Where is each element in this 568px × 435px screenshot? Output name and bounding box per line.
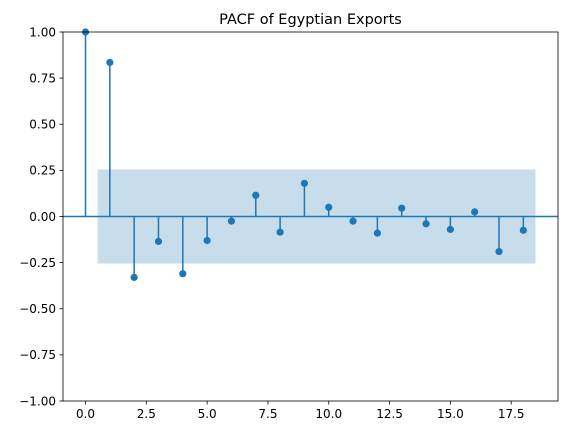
marker-lag-18	[520, 227, 527, 234]
x-tick-label: 2.5	[137, 407, 156, 421]
marker-lag-7	[252, 192, 259, 199]
x-tick-label: 5.0	[198, 407, 217, 421]
chart-title: PACF of Egyptian Exports	[219, 12, 402, 28]
marker-lag-12	[374, 230, 381, 237]
marker-lag-8	[276, 229, 283, 236]
marker-lag-2	[131, 274, 138, 281]
marker-lag-16	[471, 208, 478, 215]
marker-lag-9	[301, 180, 308, 187]
marker-lag-15	[447, 226, 454, 233]
marker-lag-10	[325, 204, 332, 211]
x-tick-label: 10.0	[315, 407, 342, 421]
marker-lag-6	[228, 218, 235, 225]
marker-lag-11	[349, 218, 356, 225]
marker-lag-4	[179, 270, 186, 277]
y-tick-label: 1.00	[29, 25, 56, 39]
x-tick-label: 15.0	[437, 407, 464, 421]
y-tick-label: 0.25	[29, 164, 56, 178]
y-tick-label: 0.75	[29, 71, 56, 85]
x-tick-label: 0.0	[76, 407, 95, 421]
y-tick-label: −0.50	[19, 302, 56, 316]
x-tick-label: 7.5	[258, 407, 277, 421]
marker-lag-3	[155, 238, 162, 245]
y-tick-label: 0.50	[29, 118, 56, 132]
y-tick-label: −1.00	[19, 394, 56, 408]
x-tick-label: 12.5	[376, 407, 403, 421]
y-tick-label: −0.25	[19, 256, 56, 270]
marker-lag-14	[422, 220, 429, 227]
marker-lag-17	[495, 248, 502, 255]
marker-lag-1	[106, 59, 113, 66]
marker-lag-13	[398, 205, 405, 212]
y-tick-label: 0.00	[29, 210, 56, 224]
y-tick-label: −0.75	[19, 348, 56, 362]
x-tick-label: 17.5	[498, 407, 525, 421]
marker-lag-5	[204, 237, 211, 244]
